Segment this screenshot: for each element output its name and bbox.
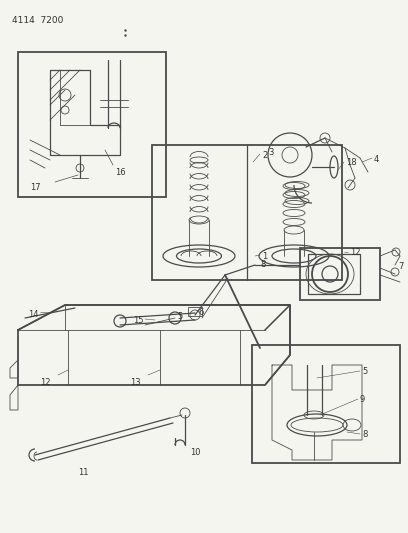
Text: 6: 6: [198, 308, 203, 317]
Text: 15: 15: [133, 316, 144, 325]
Bar: [188, 307, 202, 316]
Text: 12: 12: [350, 248, 361, 257]
Bar: [308, 254, 360, 294]
Text: 17: 17: [30, 183, 41, 192]
Bar: [300, 248, 380, 300]
Text: 13: 13: [130, 378, 141, 387]
Text: 5: 5: [362, 367, 367, 376]
Text: 2: 2: [262, 151, 267, 160]
Text: 7: 7: [398, 262, 404, 271]
Bar: [252, 345, 400, 463]
Text: 12: 12: [40, 378, 51, 387]
Text: 4: 4: [374, 155, 379, 164]
Text: 3: 3: [268, 148, 273, 157]
Bar: [18, 52, 166, 197]
Bar: [152, 145, 342, 280]
Text: 18: 18: [346, 158, 357, 167]
Text: 16: 16: [115, 168, 126, 177]
Text: 14: 14: [28, 310, 38, 319]
Text: 5: 5: [177, 312, 182, 321]
Text: 8: 8: [260, 260, 265, 269]
Text: 1: 1: [262, 252, 267, 261]
Text: 9: 9: [360, 395, 365, 404]
Text: 11: 11: [78, 468, 89, 477]
Text: 10: 10: [190, 448, 200, 457]
Text: 4114  7200: 4114 7200: [12, 16, 63, 25]
Text: 8: 8: [362, 430, 367, 439]
